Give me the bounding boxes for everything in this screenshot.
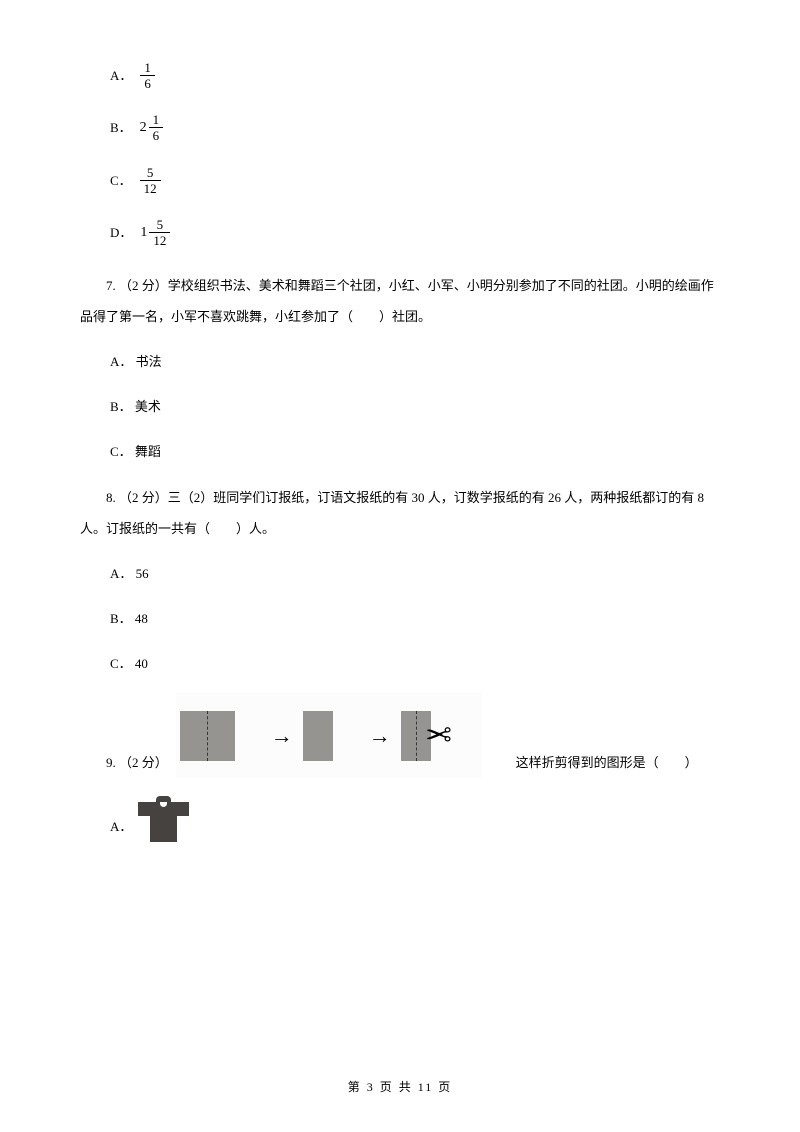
q8-option-c[interactable]: C． 40 bbox=[110, 648, 720, 679]
q7-option-b[interactable]: B． 美术 bbox=[110, 391, 720, 422]
option-label: D． bbox=[110, 217, 132, 248]
q9-prefix: 9. （2 分） bbox=[80, 747, 168, 778]
page-footer: 第 3 页 共 11 页 bbox=[0, 1073, 800, 1102]
q6-option-c[interactable]: C． 5 12 bbox=[110, 165, 720, 196]
tshirt-icon bbox=[136, 792, 191, 842]
fraction: 5 12 bbox=[140, 166, 161, 195]
q6-option-a[interactable]: A． 1 6 bbox=[110, 60, 720, 91]
q8-text: 8. （2 分）三（2）班同学们订报纸，订语文报纸的有 30 人，订数学报纸的有… bbox=[80, 482, 720, 544]
q7-option-a[interactable]: A． 书法 bbox=[110, 346, 720, 377]
q7-option-c[interactable]: C． 舞蹈 bbox=[110, 436, 720, 467]
option-label: C． bbox=[110, 165, 132, 196]
q9-row: 9. （2 分） → → ✂ 这样折剪得到的图形是（ ） bbox=[80, 693, 720, 778]
fold-diagram: → → ✂ bbox=[176, 693, 482, 778]
option-label: A． bbox=[110, 60, 132, 91]
q8-option-b[interactable]: B． 48 bbox=[110, 603, 720, 634]
mixed-fraction: 2 1 6 bbox=[140, 111, 164, 145]
option-label: A． bbox=[110, 811, 132, 842]
q9-suffix: 这样折剪得到的图形是（ ） bbox=[490, 747, 698, 778]
mixed-fraction: 1 5 12 bbox=[140, 216, 170, 250]
q6-option-d[interactable]: D． 1 5 12 bbox=[110, 216, 720, 250]
q8-option-a[interactable]: A． 56 bbox=[110, 558, 720, 589]
arrow-icon: → bbox=[343, 725, 391, 747]
q6-option-b[interactable]: B． 2 1 6 bbox=[110, 111, 720, 145]
paper-folded-icon bbox=[303, 711, 333, 761]
q7-text: 7. （2 分）学校组织书法、美术和舞蹈三个社团，小红、小军、小明分别参加了不同… bbox=[80, 270, 720, 332]
paper-square-icon bbox=[180, 711, 235, 761]
arrow-icon: → bbox=[245, 725, 293, 747]
fraction: 1 6 bbox=[140, 61, 155, 90]
scissors-cut-icon: ✂ bbox=[401, 697, 478, 774]
q9-option-a[interactable]: A． bbox=[110, 792, 720, 842]
option-label: B． bbox=[110, 112, 132, 143]
